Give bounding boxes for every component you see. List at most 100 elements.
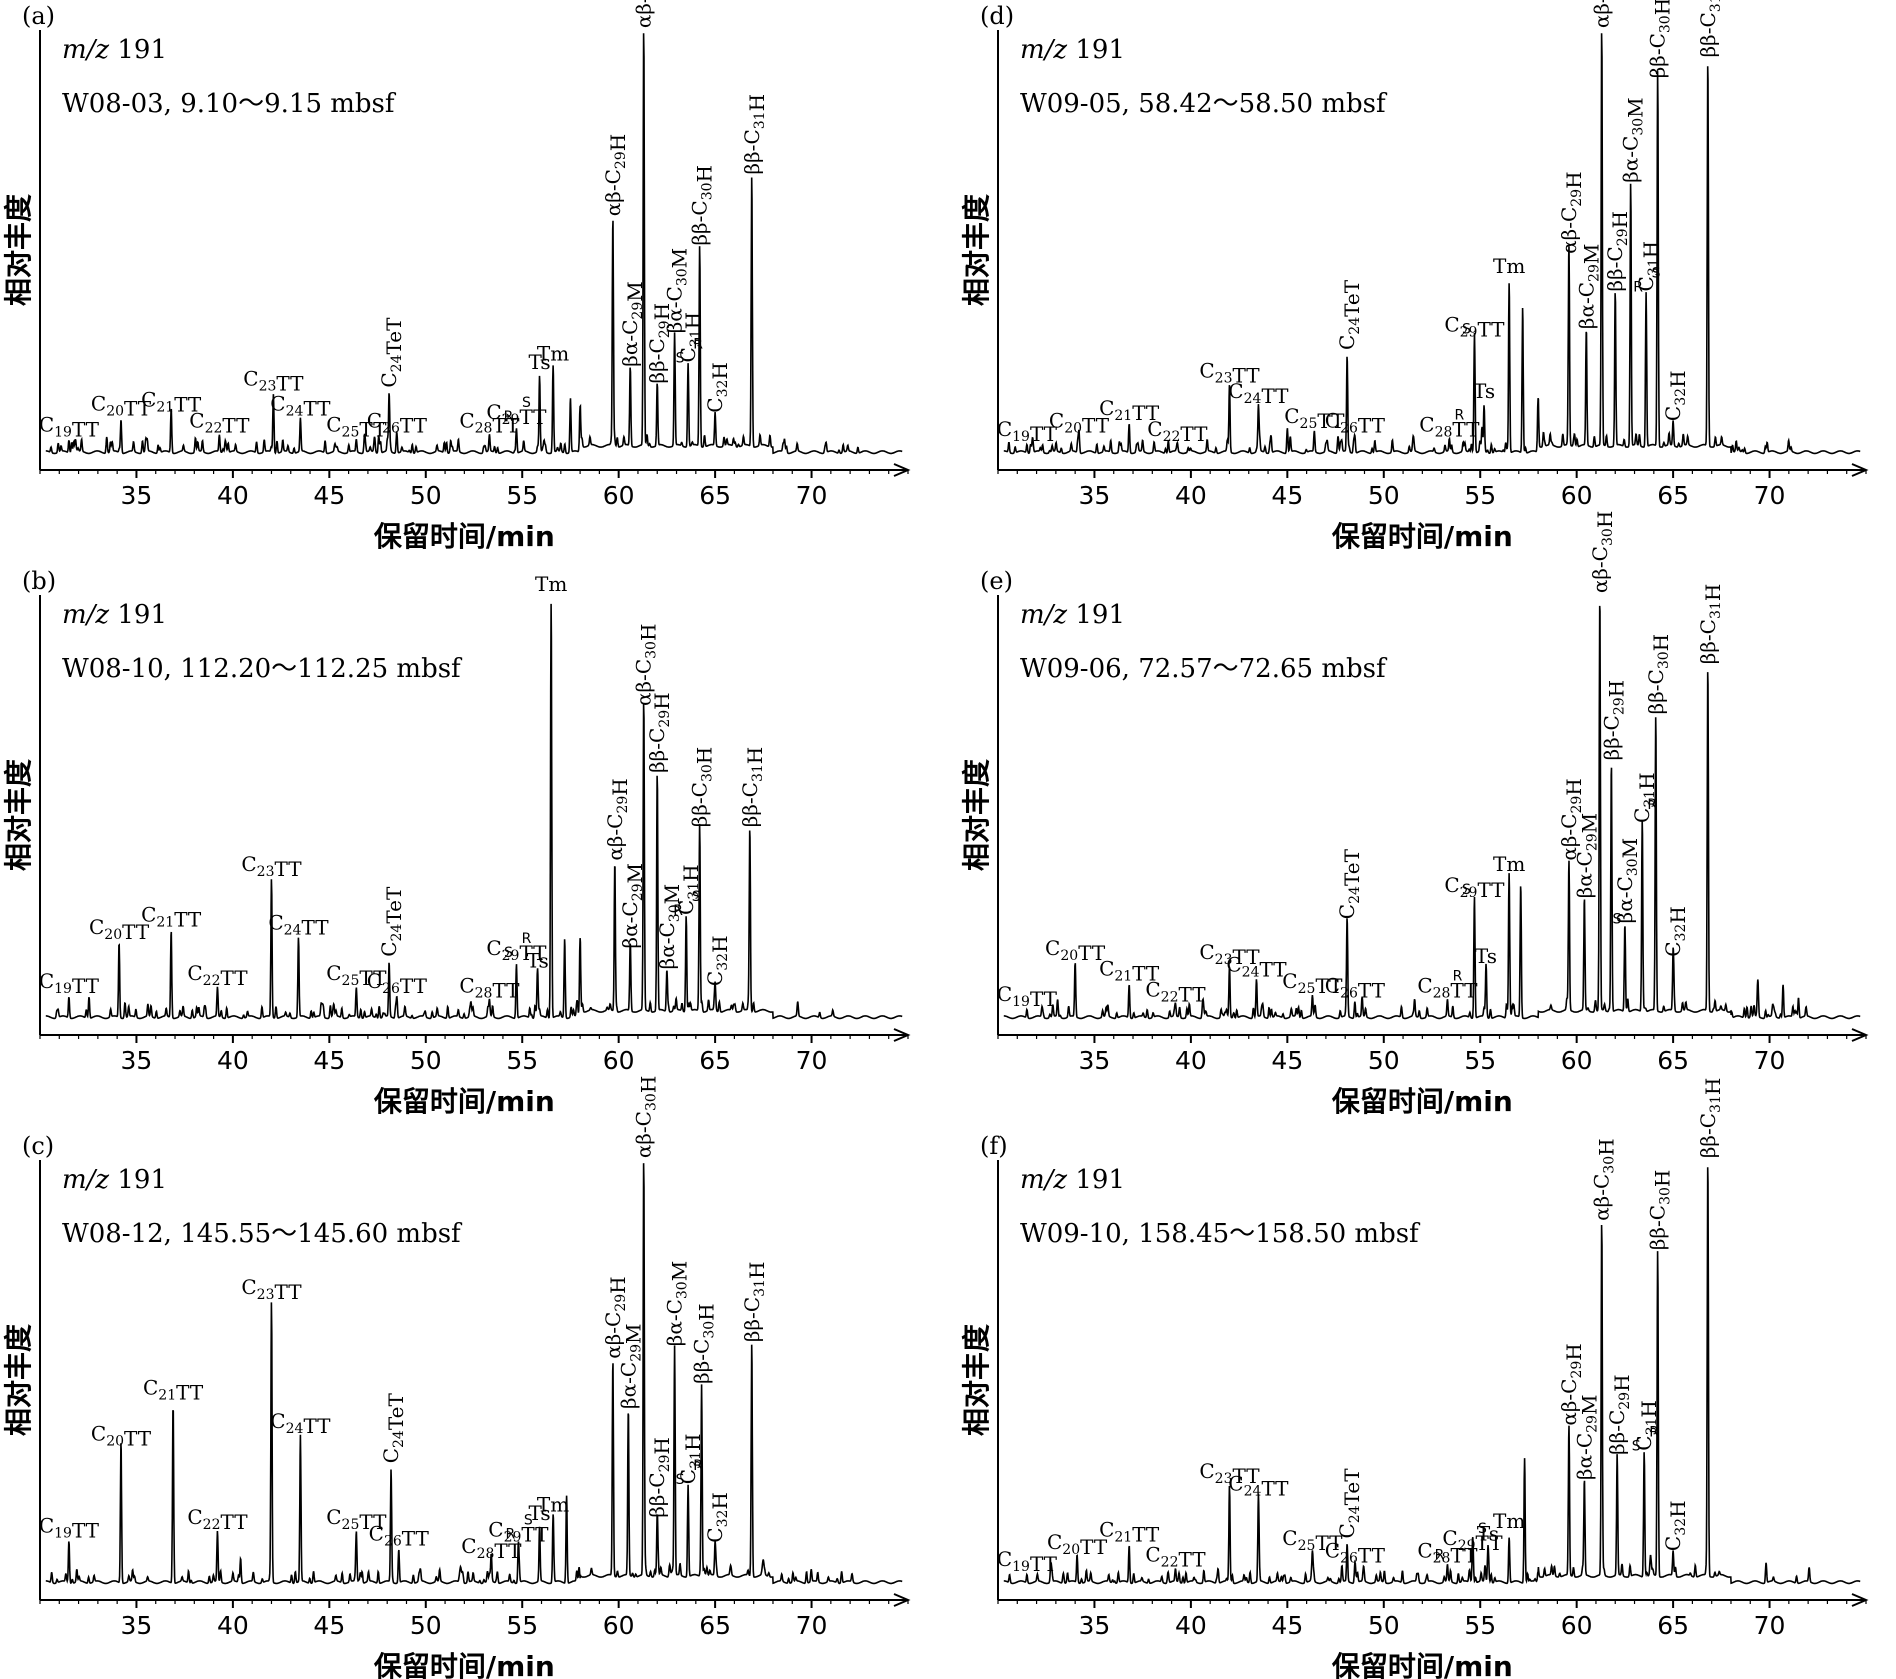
sample-label: W08-03, 9.10～9.15 mbsf [62,89,397,119]
stereo-annotation: R [1649,1425,1659,1441]
peak-label: C22TT [1145,978,1206,1007]
x-tick-label: 65 [1657,1611,1689,1640]
x-tick-label: 65 [1657,481,1689,510]
peak-label: C32H [703,1492,732,1543]
x-tick-label: 40 [217,481,249,510]
peak-label: Ts [527,948,549,972]
peak-label: C19TT [997,1547,1058,1576]
x-tick-label: 55 [1464,481,1496,510]
ion-label: m/z 191 [62,1165,167,1195]
peak-label: C22TT [189,408,250,437]
x-tick-label: 70 [796,481,828,510]
x-tick-label: 40 [217,1611,249,1640]
peak-label: C32H [703,362,732,413]
peak-label: C20TT [1045,936,1106,965]
peak-label: ββ-C29H [1603,211,1632,291]
x-tick-label: 40 [1175,1611,1207,1640]
peak-label: αβ-C29H [1557,171,1586,253]
peak-label: C24TeT [1335,848,1364,919]
peak-label: C21TT [1099,396,1160,425]
peak-label: ββ-C31H [1696,584,1725,664]
peak-label: βα-C30M [1619,97,1648,182]
x-tick-label: 45 [313,1611,345,1640]
peak-label: C19TT [39,1513,100,1542]
peak-label: αβ-C30H [632,624,661,706]
peak-label: C28TT [1417,1538,1478,1567]
sample-label: W08-10, 112.20～112.25 mbsf [62,654,463,684]
peak-label: C28TT [461,1534,522,1563]
peak-label: C26TT [1325,973,1386,1002]
x-tick-label: 65 [699,1046,731,1075]
peak-label: αβ-C30H [1588,511,1617,593]
x-tick-label: 50 [410,1611,442,1640]
panel-label: (f) [980,1132,1008,1160]
stereo-annotation: S [1462,321,1471,337]
peak-label: C31H [1634,241,1663,292]
peak-label: C26TT [369,1522,430,1551]
stereo-annotation: S [522,395,531,411]
peak-label: ββ-C31H [1696,1078,1725,1158]
peak-label: C25TT [326,413,387,442]
peak-label: C23TT [241,1275,302,1304]
peak-label: C24TeT [377,317,406,388]
y-axis-label: 相对丰度 [2,1324,35,1436]
panel-label: (a) [22,2,55,30]
peak-label: C29TT [486,936,547,965]
x-tick-label: 40 [1175,1046,1207,1075]
peak-label: C24TT [1226,953,1287,982]
stereo-annotation: R [1647,797,1657,813]
peak-label: C20TT [1049,408,1110,437]
chromatogram-trace [1003,1167,1861,1585]
chromatogram-trace [45,1163,903,1585]
peak-label: αβ-C29H [603,778,632,860]
stereo-annotation: S [1462,882,1471,898]
peak-label: C20TT [89,915,150,944]
peak-label: αβ-C29H [601,134,630,216]
sample-label: W08-12, 145.55～145.60 mbsf [62,1219,463,1249]
x-tick-label: 45 [1271,1046,1303,1075]
x-axis-label: 保留时间/min [374,520,555,553]
peak-label: Tm [1493,1509,1525,1533]
peak-label: Tm [535,572,567,596]
chromatogram-trace [1003,33,1861,455]
y-axis-label: 相对丰度 [2,759,35,871]
panel-label: (e) [980,567,1013,595]
peak-label: ββ-C30H [1646,0,1675,78]
y-axis-label: 相对丰度 [960,759,993,871]
stereo-annotation: R [522,931,532,947]
peak-label: C29TT [486,400,547,429]
peak-label: C22TT [1145,1543,1206,1572]
x-tick-label: 35 [1079,1046,1111,1075]
stereo-annotation: S [676,351,685,367]
x-tick-label: 60 [603,481,635,510]
panel-label: (b) [22,567,56,595]
peak-label: C21TT [141,388,202,417]
peak-label: αβ-C30H [632,1076,661,1158]
panel-label: (c) [22,1132,54,1160]
peak-label: C22TT [187,961,248,990]
stereo-annotation: R [505,1527,515,1543]
peak-label: C24TT [1228,1472,1289,1501]
peak-label: ββ-C29H [1599,680,1628,760]
peak-label: C28TT [1419,413,1480,442]
peak-label: C31H [676,1434,705,1485]
ion-label: m/z 191 [1020,35,1125,65]
x-tick-label: 50 [1368,1046,1400,1075]
stereo-annotation: S [1652,265,1661,281]
peak-label: C24TT [1228,379,1289,408]
x-tick-label: 55 [1464,1611,1496,1640]
x-tick-label: 50 [410,481,442,510]
peak-label: C24TeT [377,886,406,957]
x-tick-label: 40 [1175,481,1207,510]
peak-label: C20TT [91,1421,152,1450]
chart-panel-f: (f) m/z 191 W09-10, 158.45～158.50 mbsf 35 40… [960,1078,1869,1679]
x-tick-label: 55 [506,1611,538,1640]
peak-label: βα-C29M [618,863,647,948]
x-tick-label: 55 [506,1046,538,1075]
peak-label: Tm [1493,254,1525,278]
x-tick-label: 60 [1561,1611,1593,1640]
x-tick-label: 60 [1561,1046,1593,1075]
x-axis-label: 保留时间/min [374,1085,555,1118]
peak-label: αβ-C30H [632,0,661,28]
